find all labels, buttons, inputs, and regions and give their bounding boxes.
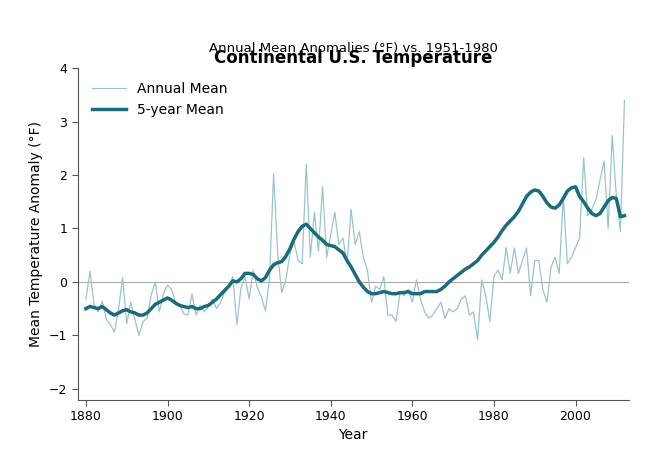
5-year Mean [457,270,465,275]
5-year Mean [424,289,432,294]
5-year Mean [82,306,90,311]
Annual Mean [474,337,481,342]
5-year Mean [621,213,629,218]
5-year Mean [111,312,119,318]
X-axis label: Year: Year [338,429,368,443]
Y-axis label: Mean Temperature Anomaly (°F): Mean Temperature Anomaly (°F) [29,121,43,347]
5-year Mean [608,195,616,200]
Title: Continental U.S. Temperature: Continental U.S. Temperature [214,49,492,67]
Annual Mean [605,226,612,231]
Annual Mean [437,300,445,305]
Annual Mean [119,275,126,281]
Annual Mean [621,98,629,103]
5-year Mean [123,307,131,312]
Line: 5-year Mean: 5-year Mean [86,187,625,315]
5-year Mean [572,184,579,189]
5-year Mean [441,283,449,289]
Annual Mean [454,306,461,311]
Text: Annual Mean Anomalies (°F) vs. 1951-1980: Annual Mean Anomalies (°F) vs. 1951-1980 [209,42,498,55]
Legend: Annual Mean, 5-year Mean: Annual Mean, 5-year Mean [85,75,235,124]
5-year Mean [596,211,604,216]
Line: Annual Mean: Annual Mean [86,100,625,340]
Annual Mean [592,197,600,202]
Annual Mean [82,296,90,302]
Annual Mean [421,309,428,315]
